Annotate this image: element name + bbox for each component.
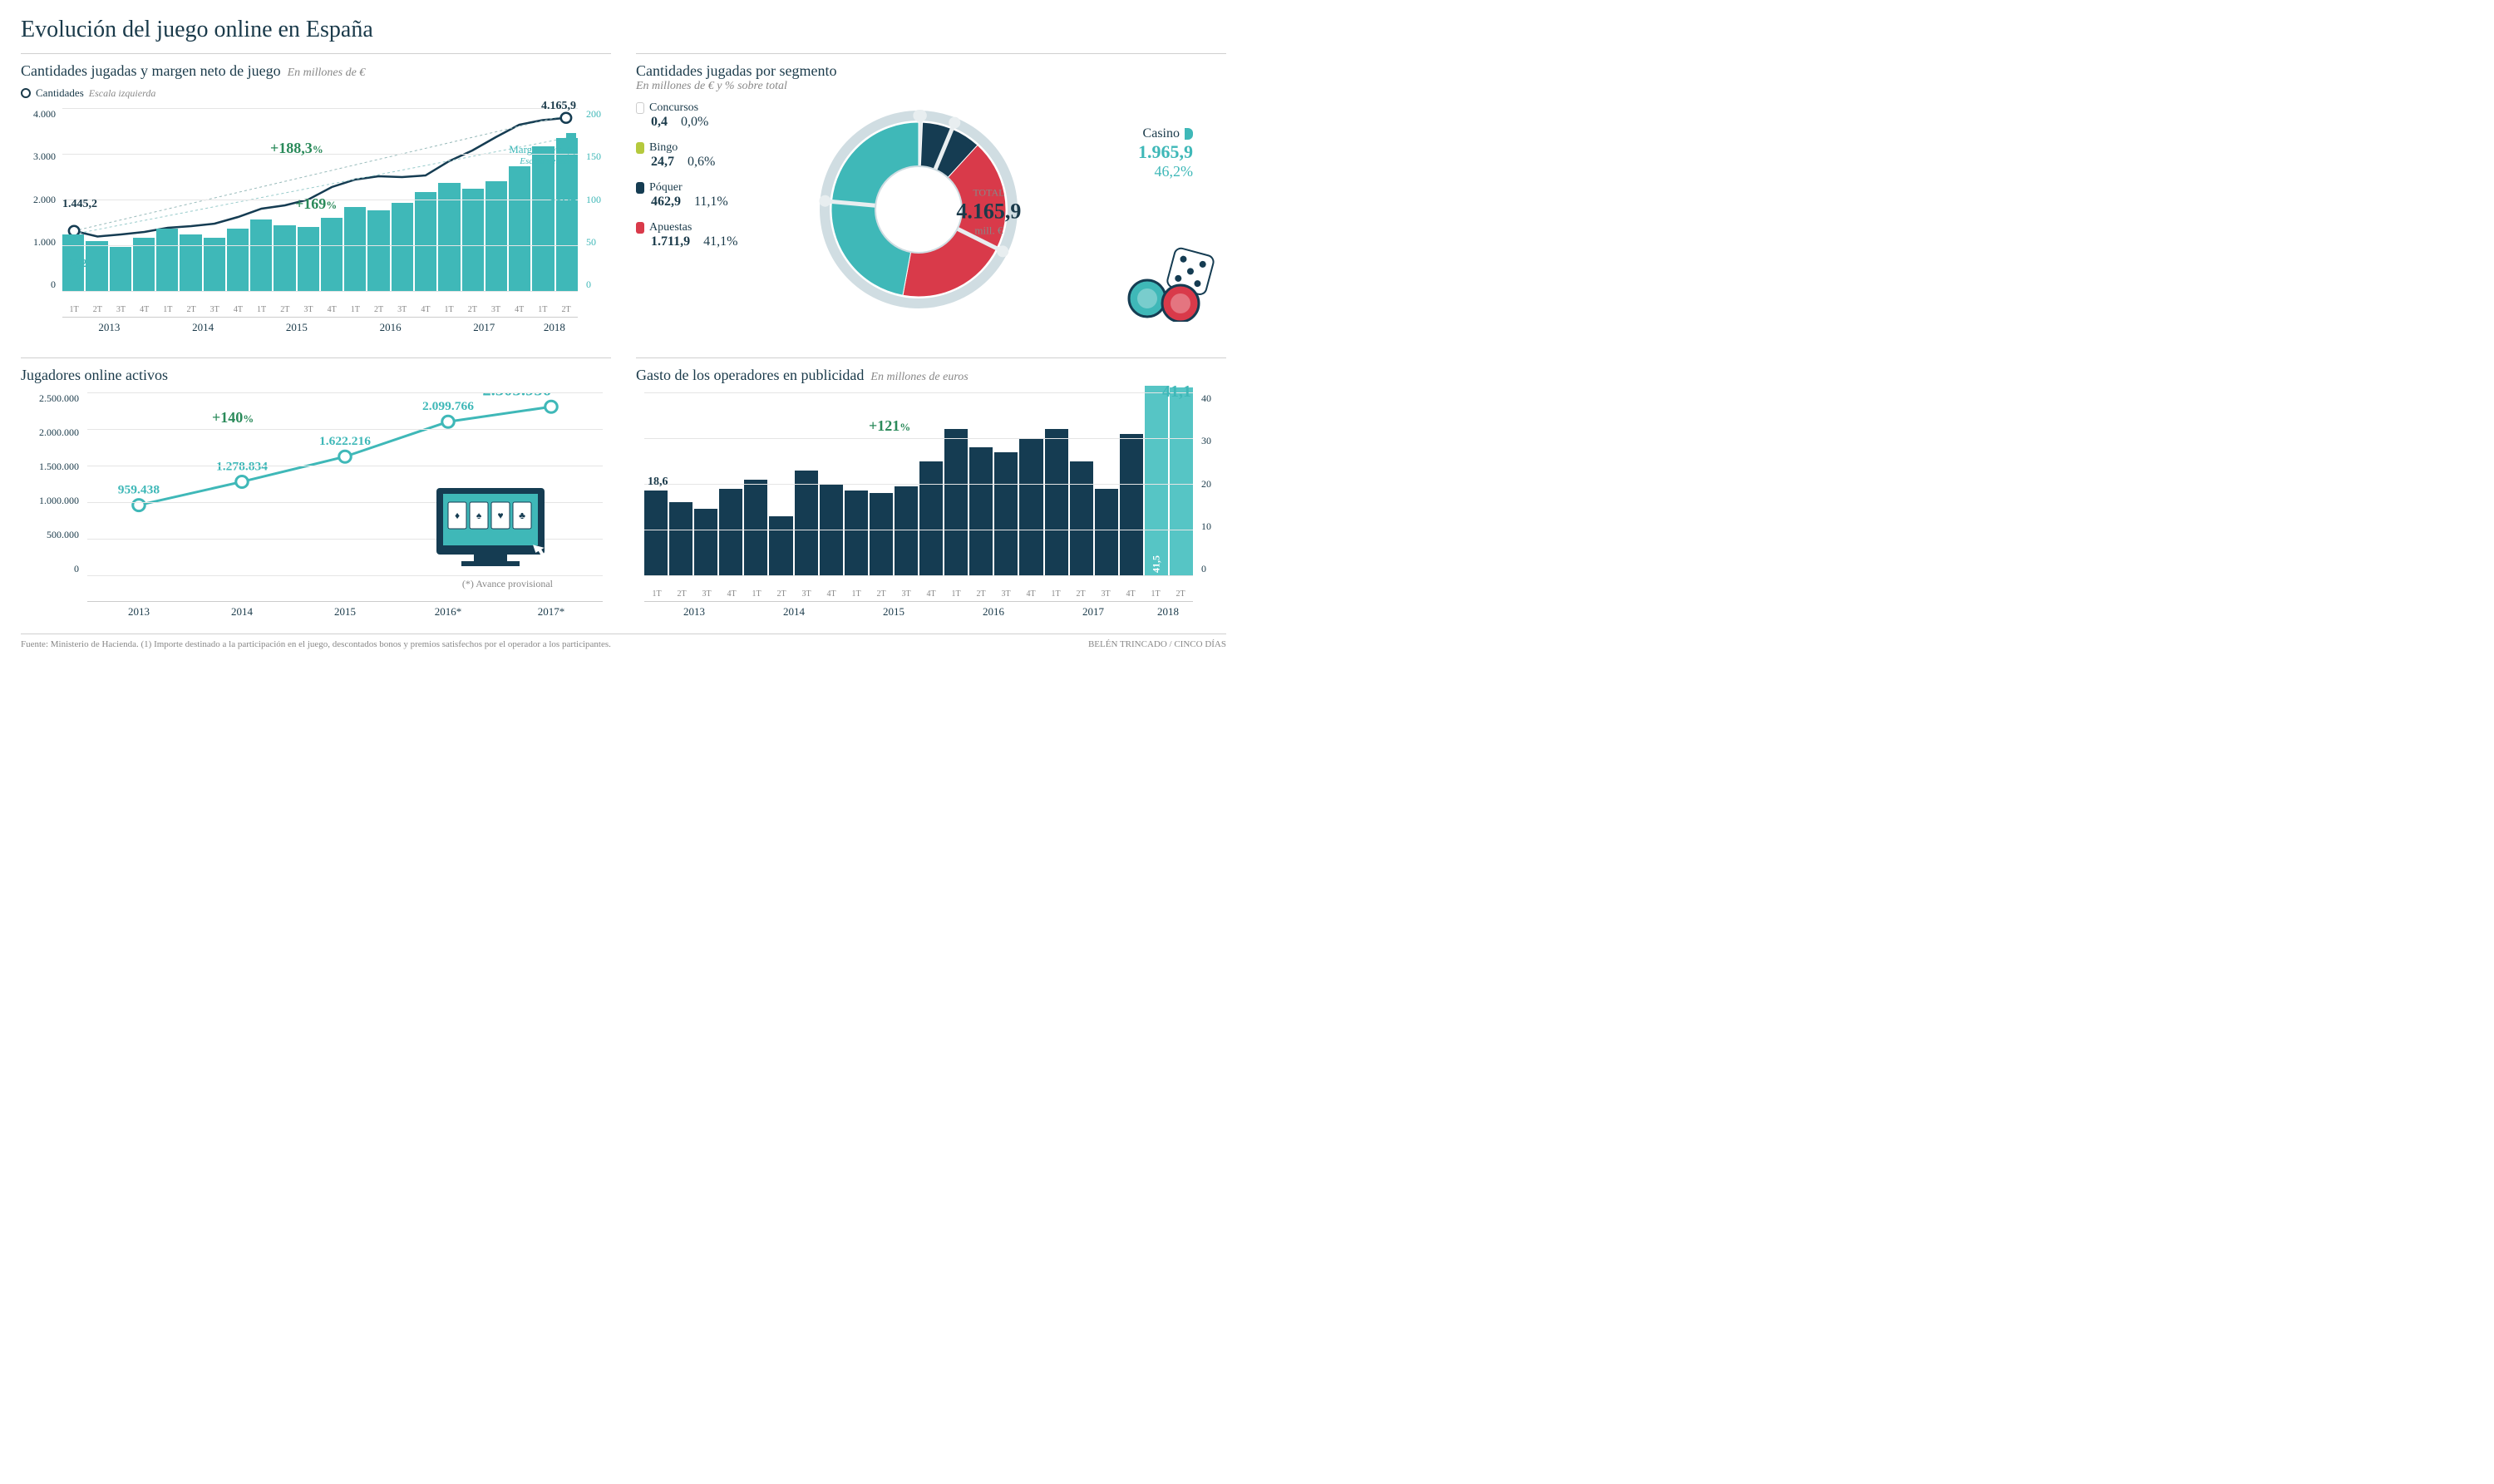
panel-b-subtitle: En millones de € y % sobre total — [636, 80, 1226, 93]
line-end-value: 4.165,9 — [541, 100, 576, 113]
casino-name: Casino — [1143, 126, 1180, 141]
monitor-cards-icon: ♦ ♠ ♥ ♣ — [428, 484, 553, 575]
bar-growth: +169% — [295, 195, 337, 213]
chart-d: 403020100 41,5 18,6 41,1 +121% 1T2T3T4T1… — [636, 392, 1226, 625]
panel-active-players: Jugadores online activos 2.500.0002.000.… — [21, 357, 611, 625]
bar-end-value: 167,2 — [550, 191, 577, 205]
y-axis-right: 200150100500 — [586, 108, 611, 291]
legend-line-note: Escala izquierda — [89, 87, 156, 100]
svg-text:959.438: 959.438 — [118, 483, 160, 497]
square-marker-icon — [566, 133, 576, 143]
y-axis-d: 403020100 — [1201, 392, 1226, 575]
ad-end-value: 41,1 — [1162, 382, 1191, 402]
plot-d: 41,5 — [644, 392, 1193, 575]
donut-total-value: 4.165,9 — [956, 199, 1021, 224]
y-axis-left: 4.0003.0002.0001.0000 — [21, 108, 56, 291]
footer: Fuente: Ministerio de Hacienda. (1) Impo… — [21, 634, 1226, 649]
legend-line: Cantidades Escala izquierda — [21, 86, 155, 100]
panel-d-title: Gasto de los operadores en publicidad — [636, 367, 864, 383]
panel-c-title: Jugadores online activos — [21, 367, 611, 384]
donut-total-unit: mill. € — [956, 224, 1021, 237]
panel-advertising: Gasto de los operadores en publicidad En… — [636, 357, 1226, 625]
legend-line-label: Cantidades — [36, 86, 84, 100]
line-growth: +188,3% — [270, 140, 323, 157]
circle-marker-icon — [21, 88, 31, 98]
donut-area: TOTAL 4.165,9 mill. € Casino 1.965,9 46,… — [802, 101, 1226, 322]
svg-text:♠: ♠ — [476, 510, 482, 521]
panel-a-subtitle: En millones de € — [288, 67, 366, 79]
y-axis-c: 2.500.0002.000.0001.500.0001.000.000500.… — [21, 392, 79, 575]
legend-bar: Margen neto (1) Escala derecha — [509, 133, 576, 166]
ad-growth: +121% — [869, 417, 910, 435]
panel-a-title: Cantidades jugadas y margen neto de jueg… — [21, 62, 281, 79]
svg-text:1.622.216: 1.622.216 — [319, 434, 371, 448]
provisional-note: (*) Avance provisional — [462, 578, 553, 590]
x-quarters-a: 1T2T3T4T1T2T3T4T1T2T3T4T1T2T3T4T1T2T3T4T… — [62, 305, 578, 314]
svg-text:♦: ♦ — [455, 510, 460, 521]
donut-legend: Concursos0,40,0%Bingo24,70,6%Póquer462,9… — [636, 101, 786, 322]
donut-total-label: TOTAL — [956, 186, 1021, 199]
donut-center: TOTAL 4.165,9 mill. € — [956, 186, 1021, 237]
chart-a: 4.0003.0002.0001.0000 200150100500 1.445… — [21, 108, 611, 341]
panel-segments: Cantidades jugadas por segmento En millo… — [636, 53, 1226, 341]
line-start-value: 1.445,2 — [62, 198, 97, 211]
casino-callout: Casino 1.965,9 46,2% — [1138, 126, 1193, 180]
svg-text:2.099.766: 2.099.766 — [422, 399, 474, 413]
casino-value: 1.965,9 — [1138, 141, 1193, 163]
svg-text:2.303.956: 2.303.956 — [482, 392, 551, 399]
x-years-a: 201320142015201620172018 — [62, 317, 578, 334]
bar-start-value: 62,2 — [67, 258, 87, 271]
players-growth: +140% — [212, 409, 254, 426]
panel-d-subtitle: En millones de euros — [870, 371, 968, 383]
panel-quantities-margin: Cantidades jugadas y margen neto de jueg… — [21, 53, 611, 341]
casino-decoration-icon — [1110, 239, 1226, 322]
x-years-c: 2013201420152016*2017* — [87, 601, 603, 619]
svg-text:♣: ♣ — [519, 510, 525, 521]
casino-pct: 46,2% — [1138, 163, 1193, 180]
ad-start-value: 18,6 — [648, 476, 668, 489]
panel-b-title: Cantidades jugadas por segmento — [636, 62, 1226, 80]
svg-text:♥: ♥ — [497, 510, 503, 521]
casino-chip-icon — [1185, 128, 1193, 140]
svg-text:1.278.834: 1.278.834 — [216, 460, 268, 474]
footer-source: Fuente: Ministerio de Hacienda. (1) Impo… — [21, 639, 611, 649]
footer-credit: BELÉN TRINCADO / CINCO DÍAS — [1088, 639, 1226, 649]
chart-c: 2.500.0002.000.0001.500.0001.000.000500.… — [21, 392, 611, 625]
donut-chart — [802, 101, 1068, 318]
main-title: Evolución del juego online en España — [21, 17, 1226, 43]
x-years-d: 201320142015201620172018 — [644, 601, 1193, 619]
x-quarters-d: 1T2T3T4T1T2T3T4T1T2T3T4T1T2T3T4T1T2T3T4T… — [644, 589, 1193, 599]
